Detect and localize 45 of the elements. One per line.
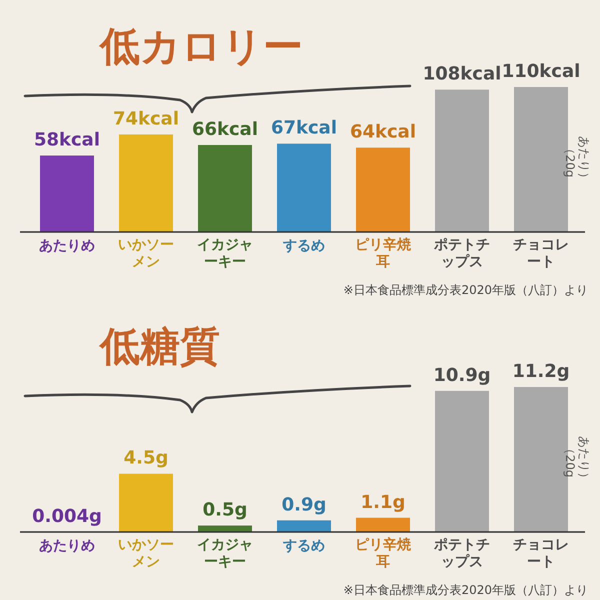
data-label: 74kcal [112, 108, 180, 130]
x-tick-label: あたりめ [39, 238, 95, 255]
data-label: 108kcal [422, 64, 502, 85]
x-tick-label: するめ [283, 538, 325, 555]
annotation: （20g あたり） [563, 136, 591, 184]
bar [435, 390, 489, 532]
bar [119, 134, 173, 232]
data-label: 66kcal [192, 119, 258, 140]
annotation: （20g あたり） [563, 436, 591, 484]
bar [356, 518, 410, 532]
x-tick-label: いかソーメン [117, 237, 175, 271]
data-label: 64kcal [350, 122, 416, 143]
x-tick-label: イカジャーキー [196, 237, 254, 271]
x-tick-label: ピリ辛焼耳 [354, 237, 412, 271]
text: ※日本食品標準成分表2020年版（八訂）より [343, 283, 588, 297]
data-label: 11.2g [512, 361, 570, 382]
chart-title: 低糖質 [98, 324, 220, 370]
x-tick-label: ポテトチップス [433, 237, 491, 271]
bar [198, 526, 252, 532]
x-tick-label: チョコレート [512, 237, 570, 271]
x-tick-label: いかソーメン [117, 537, 175, 571]
chart-title: 低カロリー [98, 24, 303, 70]
data-label: 58kcal [34, 130, 100, 151]
x-tick-label: ポテトチップス [433, 537, 491, 571]
bar [356, 148, 410, 232]
data-label: 0.004g [32, 506, 102, 527]
data-label: 67kcal [270, 118, 338, 139]
bar [198, 145, 252, 232]
x-tick-label: あたりめ [39, 538, 95, 555]
x-tick-label: イカジャーキー [196, 537, 254, 571]
text: ※日本食品標準成分表2020年版（八訂）より [343, 583, 588, 597]
data-label: 110kcal [502, 61, 580, 82]
data-label: 0.5g [202, 500, 248, 521]
bar [40, 156, 94, 232]
bar [119, 474, 173, 532]
bar [277, 520, 331, 532]
x-tick-label: チョコレート [512, 537, 570, 571]
x-tick-label: ピリ辛焼耳 [354, 537, 412, 571]
data-label: 1.1g [360, 492, 406, 513]
data-label: 10.9g [433, 364, 491, 386]
data-label: 0.9g [282, 494, 326, 516]
x-tick-label: するめ [283, 238, 325, 255]
bar [277, 144, 331, 232]
data-label: 4.5g [124, 448, 168, 469]
bar [435, 90, 489, 232]
